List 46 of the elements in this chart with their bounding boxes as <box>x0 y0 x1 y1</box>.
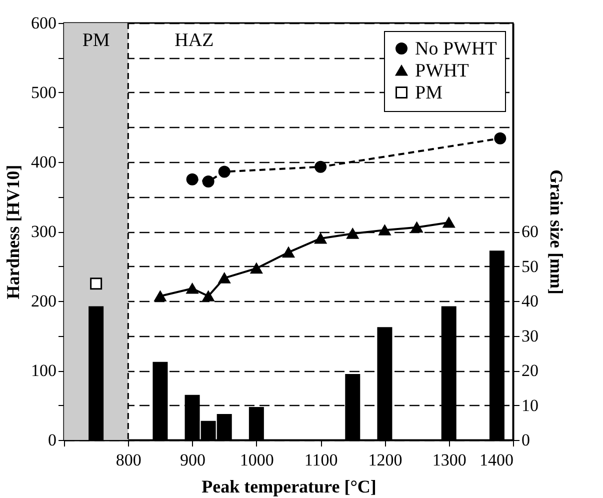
y2-tick-label: 0 <box>522 430 530 450</box>
y2-tick-label: 10 <box>522 396 538 415</box>
legend-label: PWHT <box>415 60 470 82</box>
y-tick-label: 0 <box>48 430 56 450</box>
point <box>494 132 506 144</box>
point <box>202 290 214 302</box>
point <box>218 166 230 178</box>
point <box>314 233 327 244</box>
y2-tick-label: 60 <box>522 222 538 241</box>
x-tick-label: 1100 <box>304 450 338 470</box>
point <box>250 263 262 274</box>
x-tick-label: 1000 <box>240 450 274 470</box>
point <box>186 173 198 186</box>
x-tick-label: 800 <box>116 450 142 470</box>
y-tick-label: 200 <box>31 292 56 310</box>
y-tick-label: 600 <box>31 14 56 32</box>
y2-axis-title: Grain size [mm] <box>546 170 566 294</box>
point <box>346 228 359 239</box>
point <box>218 272 230 284</box>
point <box>154 290 166 302</box>
y2-tick-label: 40 <box>522 292 538 310</box>
y2-tick-label: 50 <box>522 256 538 276</box>
x-tick-label: 1400 <box>480 450 514 470</box>
legend-label: PM <box>415 82 443 104</box>
y-tick-label: 500 <box>31 83 56 102</box>
point <box>442 217 455 228</box>
x-tick-label: 1200 <box>368 450 402 470</box>
annotation: HAZ <box>174 30 214 51</box>
point <box>90 278 102 290</box>
point <box>410 222 423 233</box>
point <box>186 283 198 294</box>
y-axis-title: Hardness [HV10] <box>3 164 23 300</box>
band-label: PM <box>82 30 110 51</box>
point <box>202 175 214 188</box>
x-tick-label: 900 <box>180 450 206 470</box>
y-tick-label: 400 <box>31 152 56 172</box>
y2-tick-label: 20 <box>522 361 538 380</box>
y-tick-label: 300 <box>31 222 56 241</box>
point <box>314 160 327 173</box>
x-axis-title: Peak temperature [°C] <box>202 476 376 496</box>
legend-label: No PWHT <box>415 38 498 60</box>
y-tick-label: 100 <box>31 361 56 380</box>
point <box>282 247 294 258</box>
point <box>378 224 391 236</box>
x-tick-label: 1300 <box>432 450 466 470</box>
y2-tick-label: 30 <box>522 326 538 346</box>
